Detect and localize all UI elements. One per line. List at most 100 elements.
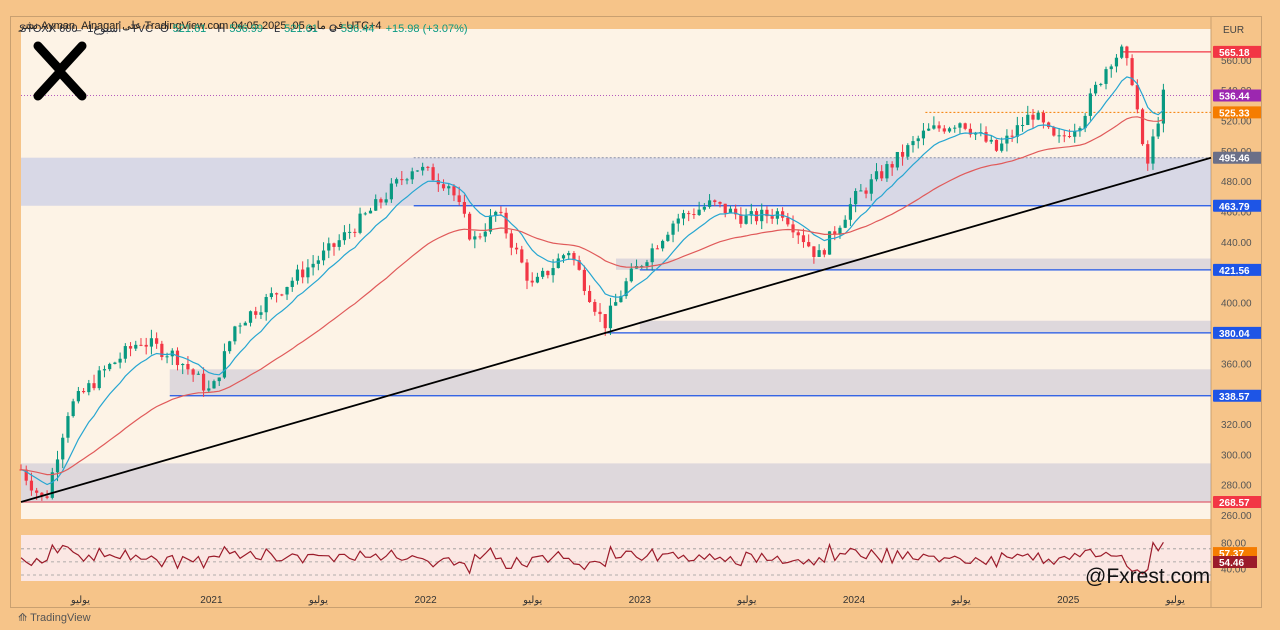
y-tick-label: 520.00 <box>1221 116 1252 127</box>
rsi-tick-label: 40.00 <box>1221 564 1246 575</box>
candle-body <box>1120 46 1124 58</box>
candle-body <box>1088 93 1092 116</box>
candle-body <box>921 130 926 139</box>
rsi-line <box>20 541 1164 575</box>
candle-body <box>301 269 305 278</box>
currency-label[interactable]: EUR <box>1223 25 1245 36</box>
candle-body <box>144 344 148 347</box>
candle-body <box>447 186 451 189</box>
candle-body <box>681 213 686 219</box>
candle-body <box>421 166 425 171</box>
candle-body <box>243 322 247 326</box>
candle-body <box>29 480 34 491</box>
candle-body <box>619 296 623 303</box>
candle-body <box>572 253 576 261</box>
candle-body <box>854 191 858 205</box>
rsi-label: 54.46 <box>1219 558 1244 569</box>
candle-body <box>801 235 806 243</box>
sr-zone <box>21 157 1211 206</box>
x-tick-label: يوليو <box>70 595 90 606</box>
candle-body <box>614 302 618 306</box>
sr-zone <box>169 369 1211 396</box>
candle-body <box>405 179 409 181</box>
candle-body <box>186 364 190 370</box>
candle-body <box>603 314 607 329</box>
y-tick-label: 360.00 <box>1221 359 1252 370</box>
price-label: 463.79 <box>1219 202 1250 213</box>
price-label: 536.44 <box>1219 92 1250 103</box>
candle-body <box>389 183 393 200</box>
candle-body <box>963 123 967 129</box>
candle-body <box>181 364 185 366</box>
candle-body <box>499 211 503 213</box>
candle-body <box>1104 69 1108 84</box>
candle-body <box>817 250 821 257</box>
candle-body <box>1078 128 1082 132</box>
price-chart[interactable]: 260.00280.00300.00320.00340.00360.00380.… <box>11 17 1261 607</box>
x-tick-label: يوليو <box>308 595 328 606</box>
candle-body <box>363 213 367 215</box>
candle-body <box>728 208 733 214</box>
price-label: 338.57 <box>1219 392 1250 403</box>
candle-body <box>504 212 508 234</box>
candle-body <box>128 346 133 349</box>
candle-body <box>327 243 331 251</box>
candle-body <box>66 416 70 438</box>
price-label-bg <box>1213 89 1261 102</box>
candle-body <box>1026 114 1030 126</box>
candle-body <box>384 199 388 203</box>
candle-body <box>415 170 420 172</box>
candle-body <box>655 248 660 250</box>
x-tick-label: 2023 <box>629 595 652 606</box>
candle-body <box>1161 89 1165 124</box>
candle-body <box>233 326 237 342</box>
candle-body <box>1135 85 1139 110</box>
candle-body <box>692 214 696 216</box>
candle-body <box>410 171 414 180</box>
y-tick-label: 300.00 <box>1221 450 1252 461</box>
candle-body <box>92 383 96 389</box>
candle-body <box>843 219 847 228</box>
candle-body <box>1047 122 1051 128</box>
candle-body <box>514 247 519 250</box>
candle-body <box>1099 83 1103 85</box>
candle-body <box>217 377 221 382</box>
symbol-label[interactable]: STOXX 600 · أسبوع1 · TVC <box>19 23 154 35</box>
candle-body <box>598 311 602 315</box>
price-label-bg <box>1213 45 1261 58</box>
candle-body <box>1036 112 1040 120</box>
candle-body <box>468 213 472 240</box>
price-label-bg <box>1213 389 1261 402</box>
candle-body <box>786 217 790 225</box>
candle-body <box>760 209 764 222</box>
candle-body <box>55 459 60 473</box>
candle-body <box>374 199 378 211</box>
candle-body <box>40 492 44 497</box>
candle-body <box>895 151 899 168</box>
candle-body <box>290 280 294 287</box>
candle-body <box>207 388 211 391</box>
price-label: 565.18 <box>1219 48 1250 59</box>
candle-body <box>50 472 54 498</box>
x-tick-label: يوليو <box>736 595 756 606</box>
candle-body <box>1156 123 1160 137</box>
candle-body <box>707 200 712 207</box>
y-tick-label: 560.00 <box>1221 56 1252 67</box>
candle-body <box>718 201 722 204</box>
candle-body <box>87 383 91 393</box>
candle-body <box>35 490 39 493</box>
candle-body <box>734 208 738 215</box>
candle-body <box>45 496 49 498</box>
candle-body <box>332 243 336 247</box>
price-label-bg <box>1213 263 1261 276</box>
candle-body <box>541 270 545 277</box>
candle-body <box>316 260 320 264</box>
candle-body <box>238 325 242 327</box>
candle-body <box>160 343 164 357</box>
candle-body <box>1000 143 1004 151</box>
tradingview-footer: ⟰ TradingView <box>18 612 91 624</box>
candle-body <box>175 350 180 366</box>
candle-body <box>546 270 550 276</box>
candle-body <box>864 190 868 194</box>
candle-body <box>906 145 910 157</box>
